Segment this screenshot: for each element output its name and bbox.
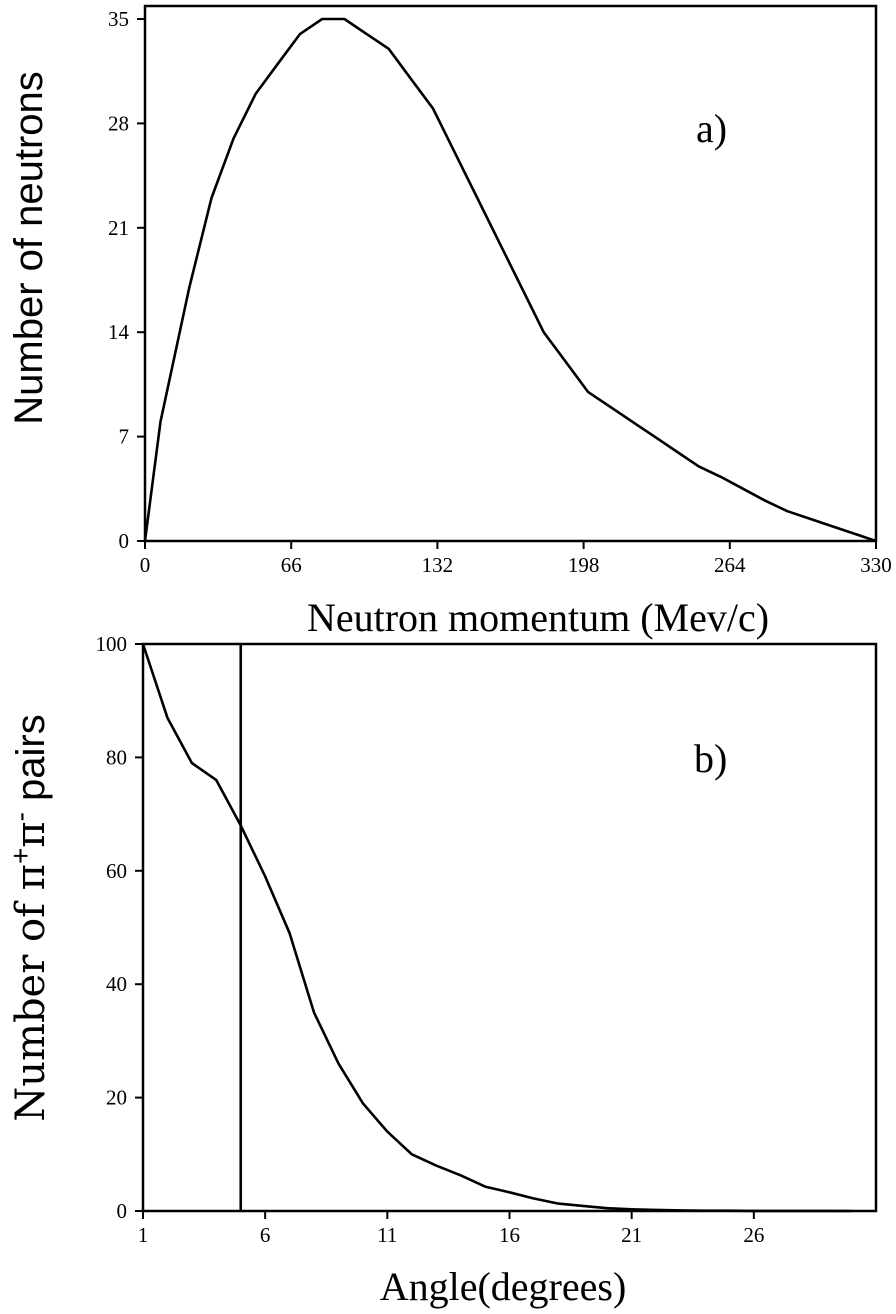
panel-a-x-tick-label: 198	[568, 553, 600, 577]
panel-b-y-axis-title: Number of π+π- pairs	[5, 714, 54, 1122]
panel-b-x-tick-label: 21	[621, 1223, 642, 1247]
panel-b-plot-frame	[141, 642, 878, 1213]
panel-b-y-tick-label: 100	[96, 632, 128, 656]
panel-b-x-tick-label: 6	[260, 1223, 271, 1247]
panel-a-label: a)	[696, 106, 727, 151]
panel-a-y-tick-label: 7	[119, 425, 130, 449]
panel-a-neutron-momentum: 0 66 132 198 264 330 0 7 14 21 28 35 a) Neutron mom…	[7, 4, 892, 640]
panel-b-y-tick-label: 60	[106, 859, 127, 883]
panel-a-x-axis-title: Neutron momentum (Mev/c)	[307, 595, 769, 640]
panel-a-plot-frame	[143, 4, 878, 543]
panel-a-x-tick-label: 0	[140, 553, 151, 577]
panel-a-x-tick-label: 330	[860, 553, 892, 577]
panel-a-x-tick-label: 264	[714, 553, 746, 577]
panel-b-y-tick-label: 80	[106, 745, 127, 769]
panel-a-y-axis-title: Number of neutrons	[7, 71, 51, 425]
panel-a-y-tick-label: 14	[108, 320, 130, 344]
panel-a-y-tick-label: 35	[108, 7, 129, 31]
panel-b-label: b)	[694, 736, 727, 781]
panel-a-y-tick-label: 21	[108, 216, 129, 240]
panel-b-series-line	[141, 643, 852, 1213]
panel-b-y-tick-label: 40	[106, 972, 127, 996]
panel-a-series-line	[143, 17, 877, 543]
panel-b-x-axis-title: Angle(degrees)	[380, 1264, 627, 1309]
panel-b-x-tick-label: 1	[138, 1223, 149, 1247]
panel-a-y-tick-label: 0	[119, 529, 130, 553]
panel-b-x-tick-label: 26	[743, 1223, 764, 1247]
panel-b-x-tick-label: 11	[377, 1223, 397, 1247]
panel-a-x-tick-label: 66	[281, 553, 302, 577]
panel-a-y-tick-label: 28	[108, 111, 129, 135]
panel-a-ticks: 0 66 132 198 264 330 0 7 14 21 28 35	[108, 7, 892, 577]
panel-b-y-tick-label: 0	[117, 1199, 128, 1223]
panel-a-x-tick-label: 132	[422, 553, 454, 577]
panel-b-y-tick-label: 20	[106, 1086, 127, 1110]
panel-b-x-tick-label: 16	[499, 1223, 520, 1247]
